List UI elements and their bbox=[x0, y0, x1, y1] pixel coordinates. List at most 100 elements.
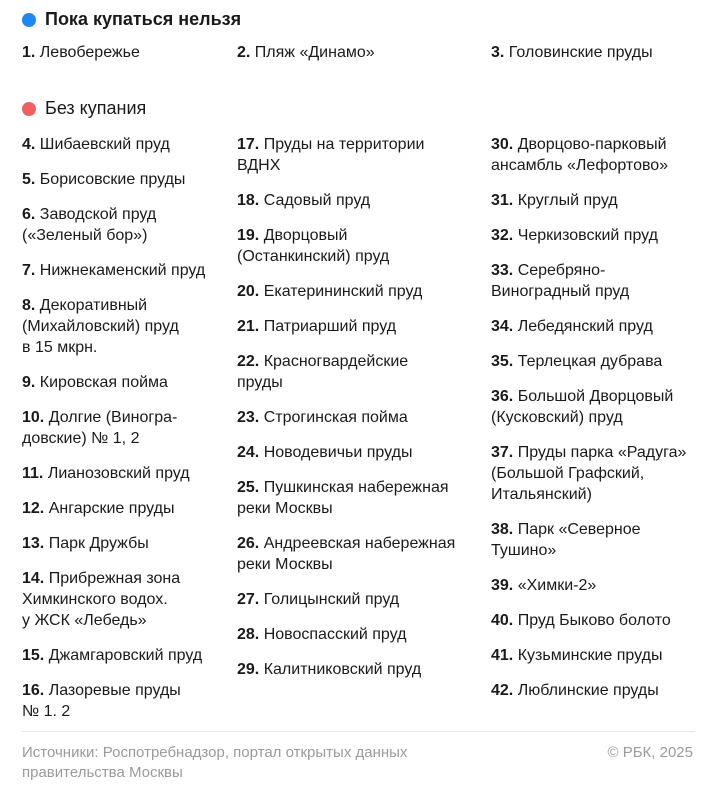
list-item: 9. Кировская пойма bbox=[22, 372, 205, 393]
item-number: 2. bbox=[237, 44, 251, 61]
list-item: 20. Екатерининский пруд bbox=[237, 281, 455, 302]
item-name: Калитниковский пруд bbox=[263, 661, 422, 678]
item-number: 26. bbox=[237, 535, 260, 552]
list-item: 5. Борисовские пруды bbox=[22, 169, 205, 190]
item-number: 4. bbox=[22, 136, 36, 153]
copyright: © РБК, 2025 bbox=[607, 744, 693, 761]
source-note: Источники: Роспотребнадзор, портал откры… bbox=[22, 744, 408, 781]
item-name: Пруды на территории ВДНХ bbox=[237, 136, 425, 174]
red-dot-icon bbox=[22, 101, 36, 116]
list-item: 42. Люблинские пруды bbox=[491, 680, 686, 701]
list-item: 2. Пляж «Динамо» bbox=[237, 44, 375, 62]
item-number: 21. bbox=[237, 318, 260, 335]
list-item: 23. Строгинская пойма bbox=[237, 407, 455, 428]
item-number: 22. bbox=[237, 353, 260, 370]
item-name: Новодевичьи пруды bbox=[263, 444, 413, 461]
list-item: 4. Шибаевский пруд bbox=[22, 134, 205, 155]
item-name: Джамгаровский пруд bbox=[48, 647, 203, 664]
item-name: Новоспасский пруд bbox=[263, 626, 407, 643]
item-number: 6. bbox=[22, 206, 36, 223]
item-name: Голицынский пруд bbox=[263, 591, 400, 608]
item-number: 13. bbox=[22, 535, 45, 552]
list-item: 39. «Химки-2» bbox=[491, 575, 686, 596]
list-item: 22. Красногвардейские пруды bbox=[237, 351, 455, 393]
list-item: 14. Прибрежная зона Химкинского водох. у… bbox=[22, 568, 205, 631]
item-name: Строгинская пойма bbox=[263, 409, 408, 426]
list-item: 25. Пушкинская набережная реки Москвы bbox=[237, 477, 455, 519]
item-number: 23. bbox=[237, 409, 260, 426]
item-number: 25. bbox=[237, 479, 260, 496]
item-number: 19. bbox=[237, 227, 260, 244]
list-item: 21. Патриарший пруд bbox=[237, 316, 455, 337]
item-number: 35. bbox=[491, 353, 514, 370]
item-name: Парк «Северное Тушино» bbox=[491, 521, 641, 559]
item-name: Патриарший пруд bbox=[263, 318, 397, 335]
item-name: Шибаевский пруд bbox=[39, 136, 170, 153]
item-name: Черкизовский пруд bbox=[517, 227, 658, 244]
list-item: 36. Большой Дворцовый (Кусковский) пруд bbox=[491, 386, 686, 428]
item-name: Люблинские пруды bbox=[517, 682, 659, 699]
item-number: 32. bbox=[491, 227, 514, 244]
item-number: 41. bbox=[491, 647, 514, 664]
item-number: 29. bbox=[237, 661, 260, 678]
list-item: 3. Головинские пруды bbox=[491, 44, 653, 62]
list-item: 13. Парк Дружбы bbox=[22, 533, 205, 554]
item-name: Дворцово-парковый ансамбль «Лефортово» bbox=[491, 136, 669, 174]
list-item: 37. Пруды парка «Радуга» (Большой Графск… bbox=[491, 442, 686, 505]
list-item: 15. Джамгаровский пруд bbox=[22, 645, 205, 666]
item-name: Андреевская набережная реки Москвы bbox=[237, 535, 456, 573]
item-name: Пруд Быково болото bbox=[517, 612, 671, 629]
item-number: 5. bbox=[22, 171, 36, 188]
item-name: Красногвардейские пруды bbox=[237, 353, 409, 391]
item-name: Лазоревые пруды № 1. 2 bbox=[22, 682, 181, 720]
list-item: 34. Лебедянский пруд bbox=[491, 316, 686, 337]
item-number: 10. bbox=[22, 409, 45, 426]
item-name: Парк Дружбы bbox=[48, 535, 149, 552]
list-item: 10. Долгие (Виногра- довские) № 1, 2 bbox=[22, 407, 205, 449]
section-title-text: Без купания bbox=[45, 98, 147, 118]
item-number: 42. bbox=[491, 682, 514, 699]
list-column-2: 17. Пруды на территории ВДНХ 18. Садовый … bbox=[237, 134, 455, 694]
item-name: Пляж «Динамо» bbox=[254, 44, 375, 61]
list-item: 29. Калитниковский пруд bbox=[237, 659, 455, 680]
item-number: 8. bbox=[22, 297, 36, 314]
item-name: Серебряно- Виноградный пруд bbox=[491, 262, 630, 300]
list-item: 7. Нижнекаменский пруд bbox=[22, 260, 205, 281]
item-number: 37. bbox=[491, 444, 514, 461]
item-name: Борисовские пруды bbox=[39, 171, 186, 188]
item-number: 15. bbox=[22, 647, 45, 664]
list-item: 41. Кузьминские пруды bbox=[491, 645, 686, 666]
list-item: 38. Парк «Северное Тушино» bbox=[491, 519, 686, 561]
list-item: 8. Декоративный (Михайловский) пруд в 15… bbox=[22, 295, 205, 358]
item-name: Заводской пруд («Зеленый бор») bbox=[22, 206, 157, 244]
list-item: 18. Садовый пруд bbox=[237, 190, 455, 211]
item-name: Большой Дворцовый (Кусковский) пруд bbox=[491, 388, 674, 426]
item-name: Лианозовский пруд bbox=[47, 465, 190, 482]
item-number: 30. bbox=[491, 136, 514, 153]
list-item: 19. Дворцовый (Останкинский) пруд bbox=[237, 225, 455, 267]
list-item: 12. Ангарские пруды bbox=[22, 498, 205, 519]
item-number: 7. bbox=[22, 262, 36, 279]
section-title-closed: Пока купаться нельзя bbox=[22, 9, 241, 30]
list-item: 27. Голицынский пруд bbox=[237, 589, 455, 610]
list-item: 32. Черкизовский пруд bbox=[491, 225, 686, 246]
list-item: 11. Лианозовский пруд bbox=[22, 463, 205, 484]
list-item: 17. Пруды на территории ВДНХ bbox=[237, 134, 455, 176]
item-number: 38. bbox=[491, 521, 514, 538]
item-name: Декоративный (Михайловский) пруд в 15 мк… bbox=[22, 297, 179, 356]
item-name: Кузьминские пруды bbox=[517, 647, 663, 664]
item-name: Нижнекаменский пруд bbox=[39, 262, 206, 279]
item-number: 17. bbox=[237, 136, 260, 153]
list-item: 28. Новоспасский пруд bbox=[237, 624, 455, 645]
item-number: 31. bbox=[491, 192, 514, 209]
item-name: Екатерининский пруд bbox=[263, 283, 423, 300]
item-name: Садовый пруд bbox=[263, 192, 371, 209]
list-item: 40. Пруд Быково болото bbox=[491, 610, 686, 631]
section-title-no-swimming: Без купания bbox=[22, 98, 146, 119]
list-item: 1. Левобережье bbox=[22, 44, 140, 62]
item-name: Долгие (Виногра- довские) № 1, 2 bbox=[22, 409, 178, 447]
item-name: Терлецкая дубрава bbox=[517, 353, 663, 370]
item-number: 28. bbox=[237, 626, 260, 643]
section-title-text: Пока купаться нельзя bbox=[45, 9, 242, 29]
list-item: 31. Круглый пруд bbox=[491, 190, 686, 211]
